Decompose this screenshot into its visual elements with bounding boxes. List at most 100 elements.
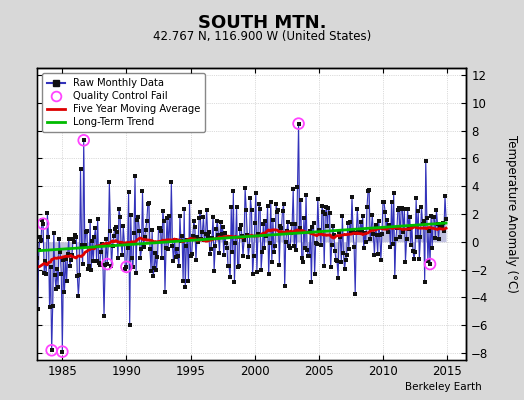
Point — [400, 206, 409, 212]
Point — [149, 273, 157, 280]
Point — [92, 258, 101, 264]
Point — [250, 220, 259, 226]
Point — [157, 227, 165, 234]
Point — [60, 288, 69, 295]
Point — [54, 283, 62, 290]
Point — [344, 220, 352, 226]
Point — [303, 246, 311, 253]
Point — [162, 245, 170, 251]
Point — [336, 234, 344, 240]
Point — [319, 208, 328, 215]
Point — [379, 199, 387, 206]
Point — [434, 236, 443, 242]
Point — [177, 238, 185, 244]
Point — [106, 228, 115, 234]
Point — [399, 228, 408, 235]
Point — [270, 248, 278, 255]
Point — [180, 206, 188, 212]
Point — [48, 347, 56, 354]
Point — [83, 228, 91, 234]
Point — [174, 263, 183, 269]
Point — [47, 264, 55, 270]
Point — [115, 206, 123, 212]
Point — [116, 214, 124, 220]
Point — [375, 218, 383, 225]
Point — [431, 235, 440, 241]
Point — [189, 233, 197, 239]
Point — [176, 213, 184, 219]
Point — [152, 267, 160, 273]
Point — [372, 222, 380, 228]
Point — [381, 209, 389, 215]
Point — [391, 236, 400, 242]
Point — [153, 254, 161, 260]
Point — [236, 226, 244, 232]
Point — [332, 256, 340, 263]
Point — [229, 188, 237, 194]
Point — [321, 210, 330, 217]
Point — [223, 244, 231, 251]
Point — [57, 270, 66, 277]
Point — [169, 258, 178, 265]
Point — [182, 243, 191, 249]
Point — [228, 249, 236, 256]
Point — [195, 214, 203, 221]
Point — [369, 231, 378, 238]
Point — [313, 196, 322, 202]
Point — [296, 224, 304, 231]
Point — [278, 207, 287, 214]
Point — [122, 264, 130, 270]
Point — [248, 271, 257, 277]
Point — [224, 263, 232, 269]
Point — [217, 231, 226, 237]
Point — [160, 218, 168, 224]
Point — [302, 192, 310, 198]
Point — [398, 205, 407, 212]
Point — [32, 255, 41, 262]
Point — [287, 230, 295, 236]
Point — [416, 234, 424, 240]
Point — [119, 223, 127, 229]
Point — [309, 220, 318, 226]
Point — [212, 226, 221, 232]
Point — [141, 226, 150, 233]
Point — [219, 224, 227, 230]
Point — [111, 226, 119, 232]
Point — [107, 262, 116, 269]
Point — [144, 201, 152, 207]
Point — [353, 206, 362, 212]
Point — [291, 221, 300, 228]
Point — [135, 228, 144, 234]
Point — [424, 258, 432, 264]
Point — [99, 262, 107, 268]
Point — [55, 236, 63, 242]
Point — [121, 266, 129, 273]
Point — [128, 255, 136, 262]
Point — [193, 233, 201, 240]
Point — [290, 243, 299, 250]
Point — [171, 254, 180, 260]
Point — [394, 206, 402, 213]
Point — [328, 242, 336, 248]
Point — [282, 228, 291, 234]
Point — [95, 262, 104, 268]
Point — [301, 244, 309, 251]
Point — [129, 264, 137, 271]
Point — [433, 221, 442, 228]
Point — [386, 244, 395, 250]
Point — [123, 244, 132, 251]
Point — [170, 236, 179, 243]
Point — [214, 232, 223, 238]
Point — [382, 224, 390, 231]
Point — [352, 230, 361, 236]
Point — [120, 240, 128, 247]
Point — [409, 248, 417, 254]
Point — [38, 216, 46, 223]
Point — [179, 278, 187, 284]
Point — [279, 201, 288, 208]
Point — [52, 286, 60, 292]
Point — [145, 200, 153, 206]
Point — [197, 236, 205, 242]
Point — [256, 206, 264, 212]
Point — [124, 189, 133, 196]
